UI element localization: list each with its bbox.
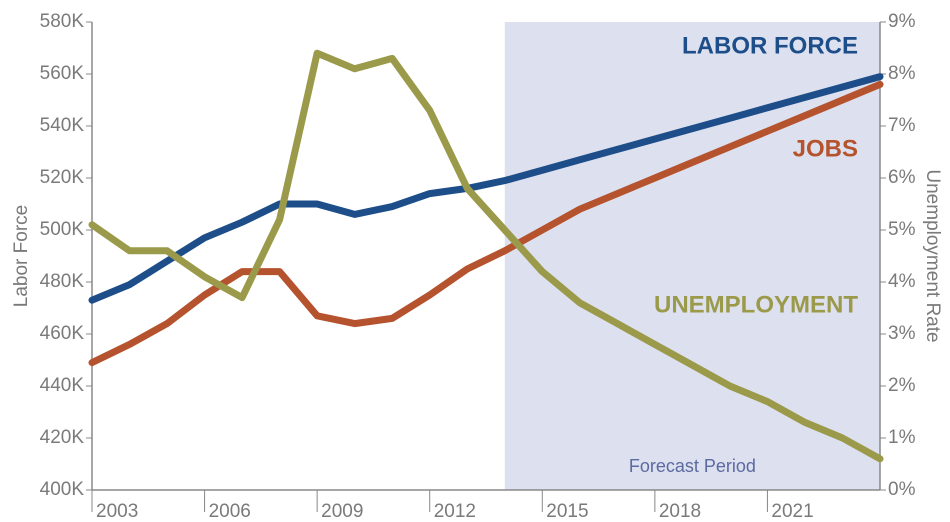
series-label: LABOR FORCE — [682, 32, 858, 59]
series-label: JOBS — [793, 135, 858, 162]
y-tick-label: 500K — [40, 219, 85, 240]
series-label: UNEMPLOYMENT — [654, 291, 858, 318]
y2-axis-label: Unemployment Rate — [922, 169, 943, 342]
y-tick-label: 560K — [40, 63, 85, 84]
y-tick-label: 480K — [40, 271, 85, 292]
forecast-label: Forecast Period — [629, 456, 756, 476]
y-tick-label: 400K — [40, 479, 85, 500]
y2-tick-label: 0% — [888, 479, 916, 500]
series-line — [88, 73, 884, 304]
y2-tick-label: 3% — [888, 323, 916, 344]
x-tick-label: 2021 — [771, 501, 813, 522]
x-tick-label: 2009 — [321, 501, 363, 522]
y-tick-label: 460K — [40, 323, 85, 344]
y2-tick-label: 4% — [888, 271, 916, 292]
forecast-region — [504, 22, 880, 490]
x-tick-label: 2006 — [209, 501, 251, 522]
y2-tick-label: 2% — [888, 375, 916, 396]
x-tick-label: 2015 — [546, 501, 588, 522]
y-tick-label: 580K — [40, 11, 85, 32]
y2-tick-label: 7% — [888, 115, 916, 136]
y2-tick-label: 5% — [888, 219, 916, 240]
x-tick-label: 2003 — [96, 501, 138, 522]
y-tick-label: 440K — [40, 375, 85, 396]
x-tick-label: 2018 — [659, 501, 701, 522]
y2-tick-label: 1% — [888, 427, 916, 448]
y2-tick-label: 8% — [888, 63, 916, 84]
y2-tick-label: 6% — [888, 167, 916, 188]
series-line — [88, 49, 884, 463]
y-tick-label: 420K — [40, 427, 85, 448]
x-tick-label: 2012 — [434, 501, 476, 522]
y-axis-label: Labor Force — [11, 205, 32, 307]
y-tick-label: 540K — [40, 115, 85, 136]
y-tick-label: 520K — [40, 167, 85, 188]
y2-tick-label: 9% — [888, 11, 916, 32]
